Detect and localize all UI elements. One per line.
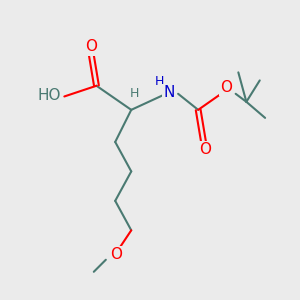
Text: O: O	[199, 142, 211, 158]
Text: O: O	[85, 39, 97, 54]
Text: N: N	[163, 85, 174, 100]
Text: O: O	[110, 247, 122, 262]
Text: H: H	[155, 75, 164, 88]
Text: O: O	[220, 80, 232, 94]
Text: HO: HO	[38, 88, 61, 103]
Text: H: H	[129, 87, 139, 100]
